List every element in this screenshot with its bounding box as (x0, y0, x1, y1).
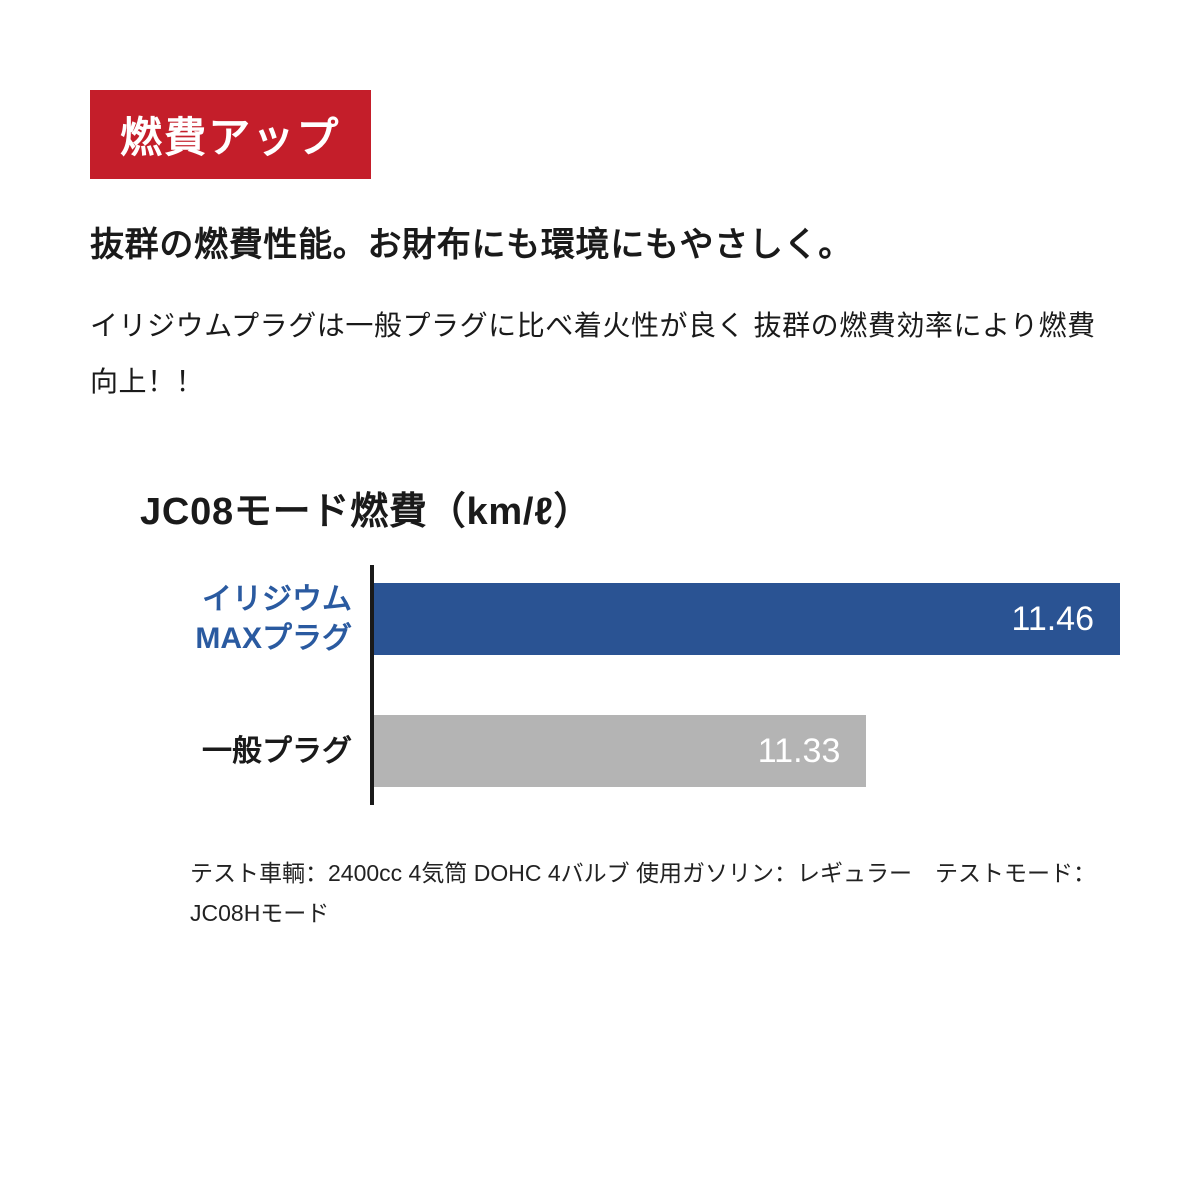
bar-label: 一般プラグ (140, 715, 370, 787)
bar-label: イリジウム MAXプラグ (140, 583, 370, 655)
badge: 燃費アップ (90, 90, 371, 179)
chart: JC08モード燃費（km/ℓ） イリジウム MAXプラグ 一般プラグ 11.46… (90, 480, 1120, 934)
chart-footnote: テスト車輌：2400cc 4気筒 DOHC 4バルブ 使用ガソリン：レギュラー … (140, 853, 1120, 934)
chart-bars: 11.46 11.33 (370, 565, 1120, 805)
bar-row: 11.33 (374, 715, 1120, 787)
bar-row: 11.46 (374, 583, 1120, 655)
chart-labels: イリジウム MAXプラグ 一般プラグ (140, 565, 370, 805)
bar: 11.33 (374, 715, 866, 787)
description: イリジウムプラグは一般プラグに比べ着火性が良く 抜群の燃費効率により燃費向上！！ (90, 298, 1120, 410)
bar: 11.46 (374, 583, 1120, 655)
subtitle: 抜群の燃費性能。お財布にも環境にもやさしく。 (90, 217, 1120, 266)
chart-title: JC08モード燃費（km/ℓ） (140, 480, 1120, 535)
